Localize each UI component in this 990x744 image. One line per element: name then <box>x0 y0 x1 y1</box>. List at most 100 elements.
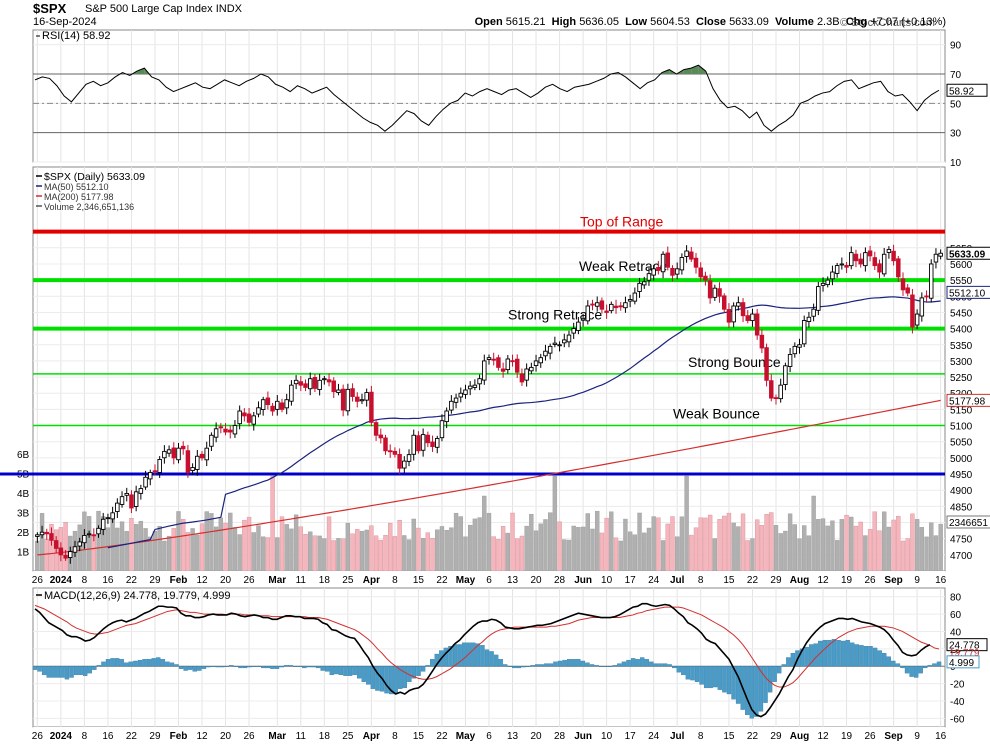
macd-histogram-bar <box>283 665 289 667</box>
candle-body <box>63 554 68 559</box>
macd-histogram-bar <box>621 661 627 667</box>
candle-body <box>402 460 407 469</box>
candle-body <box>839 263 845 266</box>
macd-histogram-bar <box>535 664 540 667</box>
macd-histogram-bar <box>347 666 353 676</box>
volume-bar <box>547 512 553 572</box>
volume-bar <box>896 515 901 572</box>
macd-histogram-bar <box>840 640 846 667</box>
candle-body <box>303 383 308 388</box>
macd-histogram-bar <box>192 666 197 672</box>
x-axis-label: 12 <box>196 575 208 586</box>
macd-histogram-bar <box>589 664 595 667</box>
volume-bar <box>877 530 882 572</box>
candle-body <box>886 248 892 253</box>
candle-body <box>331 380 336 393</box>
macd-histogram-bar <box>886 656 891 667</box>
volume-bar <box>717 519 722 572</box>
candle-body <box>143 476 148 488</box>
candle-body <box>467 385 473 390</box>
candle-body <box>340 388 346 411</box>
macd-histogram-bar <box>197 666 202 671</box>
candle-body <box>703 275 708 281</box>
volume-bar <box>933 535 939 572</box>
volume-bar <box>590 528 595 572</box>
candle-body <box>674 268 680 275</box>
macd-histogram-bar <box>585 662 590 667</box>
candle-body <box>232 425 238 435</box>
volume-bar <box>270 475 275 572</box>
macd-histogram-bar <box>918 666 923 674</box>
x-axis-label: 17 <box>625 575 637 586</box>
candle-body <box>58 547 64 556</box>
x-axis-label: 15 <box>723 731 735 742</box>
x-axis-label: 22 <box>126 731 138 742</box>
candle-body <box>72 546 78 553</box>
macd-histogram-bar <box>904 666 910 674</box>
volume-bar <box>665 523 670 572</box>
macd-histogram-bar <box>644 659 649 667</box>
x-axis-label: 20 <box>530 575 542 586</box>
x-axis-label: 6 <box>486 731 492 742</box>
volume-bar <box>849 516 854 572</box>
candle-body <box>543 350 548 357</box>
candle-body <box>801 320 807 345</box>
candle-body <box>933 253 939 263</box>
macd-histogram-bar <box>247 666 252 668</box>
volume-bar <box>632 534 638 572</box>
macd-histogram-bar <box>256 666 261 667</box>
x-axis-label: 13 <box>507 731 519 742</box>
volume-bar <box>905 538 910 572</box>
price-tick-label: 5350 <box>950 341 973 352</box>
volume-bar <box>425 532 431 572</box>
price-tick-label: 5400 <box>950 325 973 336</box>
volume-bar <box>39 513 45 572</box>
volume-bar <box>228 512 233 572</box>
volume-bar <box>660 540 666 572</box>
x-axis-label: 22 <box>747 731 759 742</box>
candle-body <box>53 540 59 549</box>
high-value: 5636.05 <box>579 16 619 28</box>
candle-body <box>914 313 920 326</box>
candle-body <box>44 531 49 535</box>
candle-body <box>872 257 878 267</box>
x-axis-label: 22 <box>747 575 759 586</box>
macd-histogram-bar <box>799 648 805 667</box>
x-axis-label: 10 <box>601 575 613 586</box>
macd-histogram-bar <box>402 666 408 689</box>
volume-bar <box>373 535 379 572</box>
volume-bar <box>430 537 435 572</box>
volume-bar <box>571 525 576 572</box>
x-axis-label: 13 <box>507 575 519 586</box>
x-axis-label: 20 <box>220 575 232 586</box>
candle-body <box>312 377 318 389</box>
volume-bar <box>830 520 835 572</box>
candle-body <box>373 422 379 436</box>
volume-bar <box>115 527 120 572</box>
volume-bar <box>289 528 294 572</box>
volume-bar <box>538 523 543 572</box>
macd-histogram-bar <box>594 665 599 667</box>
volume-bar <box>129 517 134 572</box>
volume-bar <box>712 538 717 572</box>
macd-histogram-bar <box>827 639 832 667</box>
macd-histogram-bar <box>562 659 567 667</box>
macd-histogram-bar <box>160 659 166 667</box>
macd-histogram-bar <box>279 666 284 668</box>
candle-body <box>576 321 581 331</box>
macd-histogram-bar <box>913 666 919 678</box>
x-axis-label: Apr <box>363 575 380 586</box>
candle-body <box>152 470 158 473</box>
candle-body <box>148 471 153 480</box>
x-axis-label: May <box>456 731 476 742</box>
x-axis-label: Sep <box>884 731 902 742</box>
volume-bar <box>312 535 318 572</box>
ma50-line <box>107 296 941 549</box>
volume-bar <box>96 510 101 572</box>
macd-histogram-bar <box>169 662 175 667</box>
candle-body <box>660 253 666 273</box>
volume-bar <box>872 511 877 572</box>
macd-histogram-bar <box>156 657 161 667</box>
volume-bar <box>491 536 496 572</box>
volume-bar <box>811 495 816 572</box>
